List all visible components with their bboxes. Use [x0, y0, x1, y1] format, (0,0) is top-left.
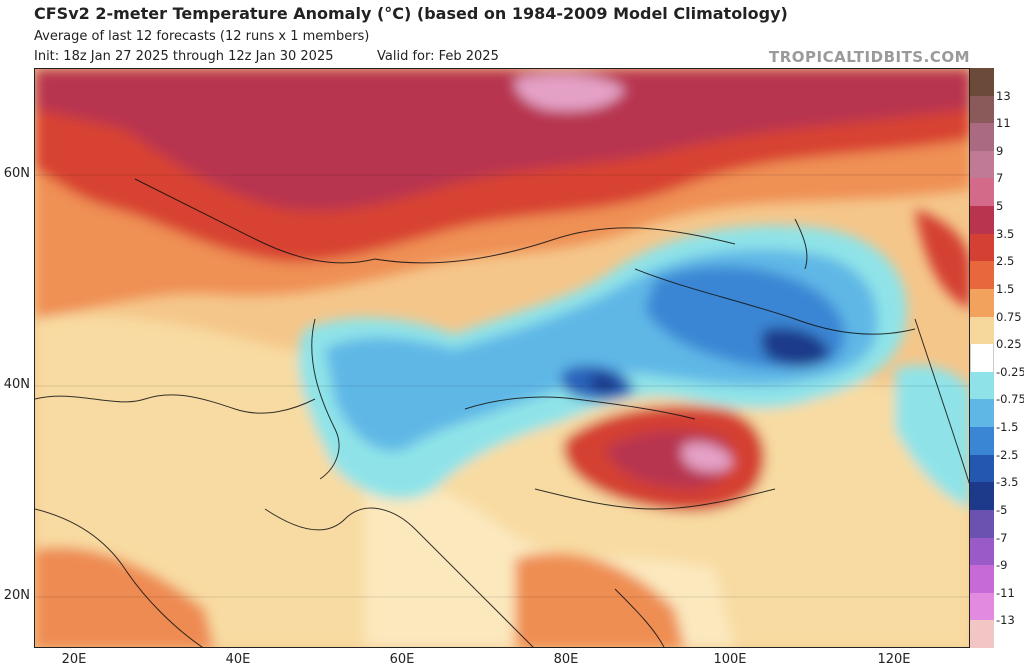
baikal-outline: [794, 218, 808, 270]
colorbar-tick-label: -7: [996, 530, 1008, 545]
colorbar-labels: 13 11 9 7 5 3.5 2.5 1.5 0.75 0.25 -0.25 -0.75 -1.5 -2…: [994, 68, 1024, 648]
colorbar-tick-label: 0.75: [996, 309, 1022, 324]
lon-label-40e: 40E: [225, 652, 251, 667]
colorbar-swatch: [970, 344, 994, 373]
colorbar-swatch: [970, 206, 994, 235]
colorbar-tick-label: 2.5: [996, 254, 1015, 269]
chart-title: CFSv2 2-meter Temperature Anomaly (°C) (…: [34, 4, 788, 23]
colorbar-tick-label: 3.5: [996, 226, 1015, 241]
cold-core-mongolia: [761, 327, 830, 366]
border-kazakh-russia: [374, 227, 736, 264]
lon-label-20e: 20E: [61, 652, 87, 667]
red-sea-coast: [35, 508, 204, 647]
colorbar-tick-label: -3.5: [996, 475, 1019, 490]
lon-label-120e: 120E: [877, 652, 911, 667]
warm-india: [515, 552, 685, 647]
colorbar-swatch: [970, 454, 994, 483]
colorbar-swatch: [970, 150, 994, 179]
cool-east-coast: [895, 365, 969, 509]
graticule: [35, 174, 969, 598]
lon-label-100e: 100E: [713, 652, 747, 667]
colorbar-swatch: [970, 427, 994, 456]
colorbar-tick-label: 11: [996, 116, 1011, 131]
colorbar-tick-label: -9: [996, 558, 1008, 573]
colorbar-tick-label: -1.5: [996, 420, 1019, 435]
colorbar-swatch: [970, 620, 994, 649]
lat-label-40n: 40N: [3, 377, 30, 392]
india-east-coast: [614, 588, 665, 647]
border-north: [134, 178, 376, 264]
colorbar-swatch: [970, 592, 994, 621]
colorbar-tick-label: 1.5: [996, 281, 1015, 296]
border-mongolia: [634, 268, 916, 335]
cold-core-tarim: [590, 373, 621, 393]
colorbar-tick-label: -0.75: [996, 392, 1024, 407]
colorbar-tick-label: -0.25: [996, 364, 1024, 379]
colorbar-tick-label: -13: [996, 613, 1015, 628]
india-west-coast: [474, 588, 534, 647]
colorbar-swatch: [970, 123, 994, 152]
colorbar-swatch: [970, 68, 994, 97]
colorbar-swatch: [970, 288, 994, 318]
colorbar-tick-label: -11: [996, 585, 1015, 600]
chart-subtitle: Average of last 12 forecasts (12 runs x …: [34, 29, 370, 44]
colorbar-tick-label: 7: [996, 171, 1004, 186]
warm-arabia: [35, 547, 215, 647]
black-sea-coast: [35, 394, 316, 414]
colorbar-tick-label: 0.25: [996, 337, 1022, 352]
lat-label-60n: 60N: [3, 166, 30, 181]
colorbar-tick-label: -5: [996, 502, 1008, 517]
colorbar-swatch: [970, 178, 994, 207]
colorbar-swatch: [970, 371, 994, 400]
colorbar-swatch: [970, 509, 994, 538]
valid-time: Valid for: Feb 2025: [377, 49, 499, 64]
anomaly-map-canvas: [35, 69, 969, 647]
pink-peak-tibet: [681, 442, 733, 472]
colorbar-tick-label: 5: [996, 199, 1004, 214]
colorbar-swatch: [970, 95, 994, 124]
colorbar-swatch: [970, 399, 994, 428]
colorbar-swatch: [970, 482, 994, 511]
warm-east-edge: [915, 209, 969, 309]
gulf-coast: [264, 507, 476, 590]
colorbar-swatch: [970, 316, 994, 345]
colorbar-tick-label: -2.5: [996, 447, 1019, 462]
anomaly-map: [34, 68, 970, 648]
border-china-west: [464, 396, 696, 420]
very-warm-siberia: [35, 69, 969, 212]
colorbar-tick-label: 13: [996, 88, 1011, 103]
colorbar-swatch: [970, 565, 994, 594]
pink-peak-north: [514, 73, 625, 111]
lat-label-20n: 20N: [3, 588, 30, 603]
caspian-coast: [311, 318, 340, 480]
brand-watermark: TROPICALTIDBITS.COM: [769, 48, 970, 66]
border-himalaya: [534, 488, 776, 510]
china-coast: [914, 318, 969, 485]
colorbar-swatch: [970, 261, 994, 290]
lon-label-60e: 60E: [389, 652, 415, 667]
coastlines: [35, 178, 969, 647]
init-time: Init: 18z Jan 27 2025 through 12z Jan 30…: [34, 49, 334, 64]
colorbar-swatch: [970, 537, 994, 566]
colorbar-tick-label: 9: [996, 143, 1004, 158]
colorbar: [970, 68, 994, 649]
lon-label-80e: 80E: [553, 652, 579, 667]
colorbar-swatch: [970, 233, 994, 262]
